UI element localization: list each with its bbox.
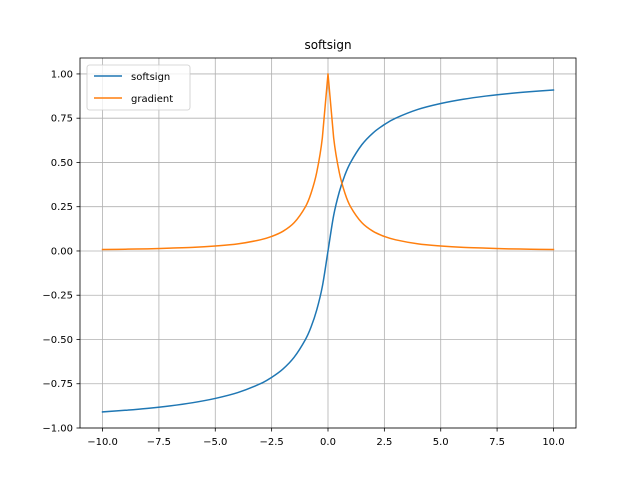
x-tick-label: −10.0: [87, 437, 118, 448]
series-line-softsign: [101, 89, 555, 413]
y-tick-label: 0.50: [51, 158, 73, 169]
x-tick-label: 0.0: [320, 437, 336, 448]
chart-title: softsign: [304, 38, 351, 52]
y-tick-label: −0.25: [42, 291, 73, 302]
y-tick-label: 0.25: [51, 202, 73, 213]
axis-ticks: −10.0 −7.5 −5.0 −2.5 0.0 2.5 5.0 7.5 10.0 −1.00 −0…: [42, 69, 564, 448]
series-line-gradient: [101, 73, 555, 251]
legend-label-gradient: gradient: [131, 94, 173, 105]
y-tick-label: 0.00: [51, 246, 73, 257]
x-tick-label: 2.5: [376, 437, 392, 448]
x-tick-label: −5.0: [203, 437, 227, 448]
y-tick-label: 1.00: [51, 69, 73, 80]
x-tick-label: −7.5: [147, 437, 171, 448]
legend: softsign gradient: [86, 64, 191, 111]
grid: [80, 58, 576, 429]
y-tick-label: −0.75: [42, 379, 73, 390]
x-tick-label: 7.5: [489, 437, 505, 448]
x-tick-label: −2.5: [259, 437, 283, 448]
y-tick-label: −1.00: [42, 424, 73, 435]
plot-lines: [101, 73, 555, 413]
x-tick-label: 5.0: [433, 437, 449, 448]
y-tick-label: −0.50: [42, 335, 73, 346]
x-tick-label: 10.0: [542, 437, 564, 448]
legend-label-softsign: softsign: [131, 72, 170, 83]
y-tick-label: 0.75: [51, 114, 73, 125]
